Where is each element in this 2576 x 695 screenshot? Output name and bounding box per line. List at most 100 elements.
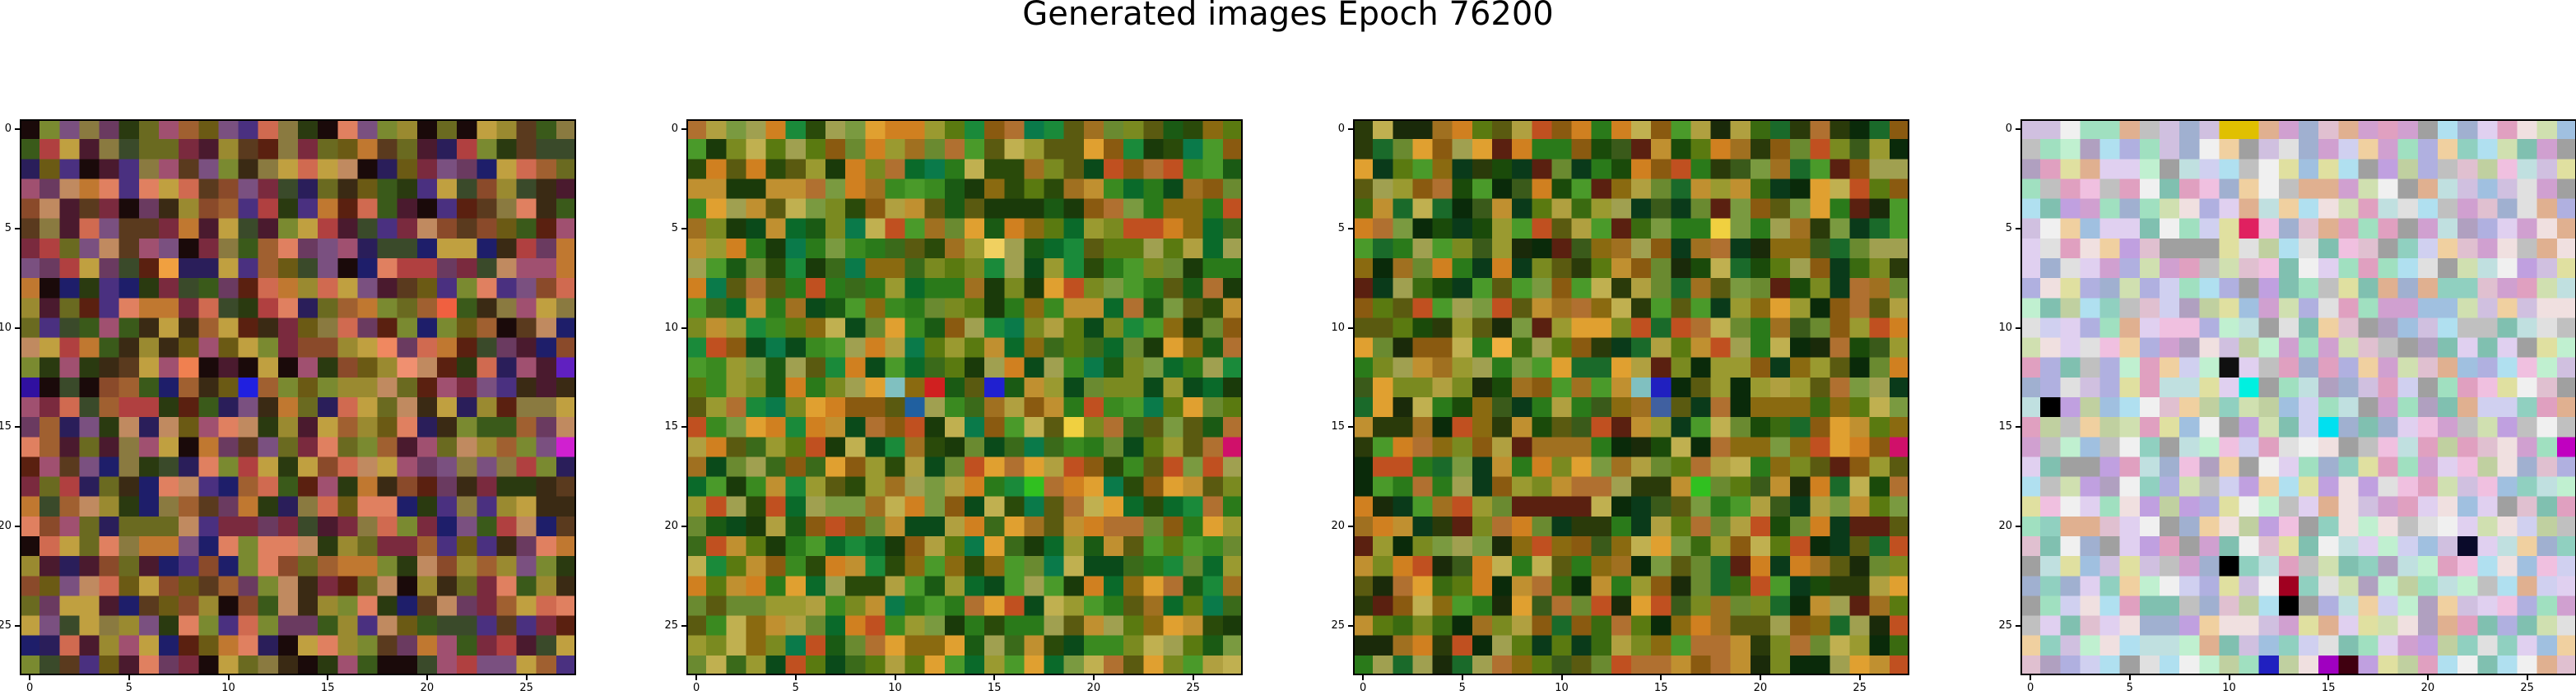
pixel-cell [1869, 456, 1890, 478]
pixel-cell [1591, 437, 1612, 458]
pixel-cell [2060, 496, 2081, 517]
pixel-cell [198, 317, 220, 339]
pixel-cell [496, 317, 518, 339]
pixel-cell [1889, 377, 1909, 398]
y-tick-mark [1348, 426, 1353, 429]
pixel-cell [337, 198, 359, 220]
pixel-cell [496, 298, 518, 319]
pixel-cell [99, 516, 120, 537]
pixel-cell [2417, 258, 2439, 279]
pixel-cell [1532, 258, 1553, 279]
pixel-cell [885, 357, 906, 378]
pixel-cell [2438, 337, 2458, 359]
pixel-cell [2477, 317, 2499, 339]
pixel-cell [1710, 238, 1732, 259]
y-tick-label: 10 [0, 321, 12, 334]
pixel-cell [1083, 576, 1104, 597]
pixel-cell [1512, 139, 1532, 160]
pixel-cell [1532, 635, 1553, 656]
pixel-cell [1492, 655, 1513, 675]
pixel-cell [1024, 476, 1045, 498]
pixel-cell [1690, 218, 1712, 239]
pixel-cell [1492, 159, 1513, 180]
pixel-cell [2099, 417, 2121, 438]
pixel-cell [258, 516, 279, 537]
pixel-cell [1551, 635, 1573, 656]
pixel-cell [1790, 238, 1811, 259]
pixel-cell [726, 516, 747, 537]
pixel-cell [1770, 417, 1791, 438]
pixel-cell [1690, 556, 1712, 577]
pixel-cell [1830, 536, 1851, 557]
pixel-cell [825, 496, 846, 517]
pixel-cell [1004, 536, 1025, 557]
pixel-cell [1202, 516, 1224, 537]
y-tick-mark [1348, 327, 1353, 329]
pixel-cell [99, 238, 120, 259]
pixel-cell [457, 238, 477, 259]
pixel-cell [706, 298, 727, 319]
pixel-cell [1393, 238, 1414, 259]
pixel-cell [2278, 198, 2299, 220]
pixel-cell [159, 357, 179, 378]
pixel-cell [1412, 476, 1434, 498]
pixel-cell [2497, 218, 2518, 239]
pixel-cell [1532, 496, 1553, 517]
pixel-cell [1183, 357, 1204, 378]
pixel-cell [1512, 595, 1532, 617]
pixel-cell [2020, 198, 2041, 220]
pixel-cell [218, 496, 239, 517]
pixel-cell [1143, 417, 1165, 438]
pixel-cell [2139, 218, 2160, 239]
pixel-cell [1810, 238, 1831, 259]
pixel-cell [2219, 456, 2240, 478]
pixel-cell [2040, 139, 2061, 160]
pixel-cell [556, 556, 576, 577]
pixel-cell [2219, 437, 2240, 458]
pixel-cell [2060, 655, 2081, 675]
pixel-cell [1143, 139, 1165, 160]
pixel-cell [2299, 536, 2319, 557]
pixel-cell [825, 377, 846, 398]
pixel-cell [805, 635, 826, 656]
pixel-cell [2099, 496, 2121, 517]
pixel-cell [179, 278, 199, 299]
pixel-cell [1710, 298, 1732, 319]
pixel-cell [2040, 397, 2061, 418]
pixel-cell [1830, 119, 1851, 140]
pixel-cell [904, 595, 926, 617]
pixel-cell [397, 496, 418, 517]
pixel-cell [2179, 635, 2200, 656]
pixel-cell [1849, 178, 1871, 200]
pixel-cell [437, 417, 458, 438]
pixel-cell [437, 298, 458, 319]
pixel-cell [2278, 476, 2299, 498]
pixel-cell [2199, 496, 2220, 517]
pixel-cell [2239, 437, 2260, 458]
pixel-cell [2378, 655, 2399, 675]
x-tick-mark [227, 675, 230, 680]
pixel-cell [2497, 119, 2518, 140]
pixel-cell [99, 595, 120, 617]
pixel-cell [1063, 198, 1085, 220]
pixel-cell [337, 317, 359, 339]
pixel-cell [1104, 357, 1124, 378]
pixel-cell [2497, 377, 2518, 398]
pixel-cell [238, 615, 259, 637]
pixel-cell [2397, 556, 2419, 577]
pixel-cell [2417, 159, 2439, 180]
pixel-cell [1472, 655, 1493, 675]
pixel-cell [277, 337, 299, 359]
pixel-cell [1452, 139, 1473, 160]
pixel-cell [1750, 496, 1771, 517]
pixel-cell [1830, 317, 1851, 339]
pixel-cell [2556, 218, 2576, 239]
pixel-cell [2397, 337, 2419, 359]
pixel-cell [238, 516, 259, 537]
pixel-cell [686, 258, 707, 279]
pixel-cell [2219, 615, 2240, 637]
pixel-cell [904, 337, 926, 359]
pixel-cell [1591, 456, 1612, 478]
pixel-cell [1353, 397, 1374, 418]
pixel-cell [1412, 397, 1434, 418]
